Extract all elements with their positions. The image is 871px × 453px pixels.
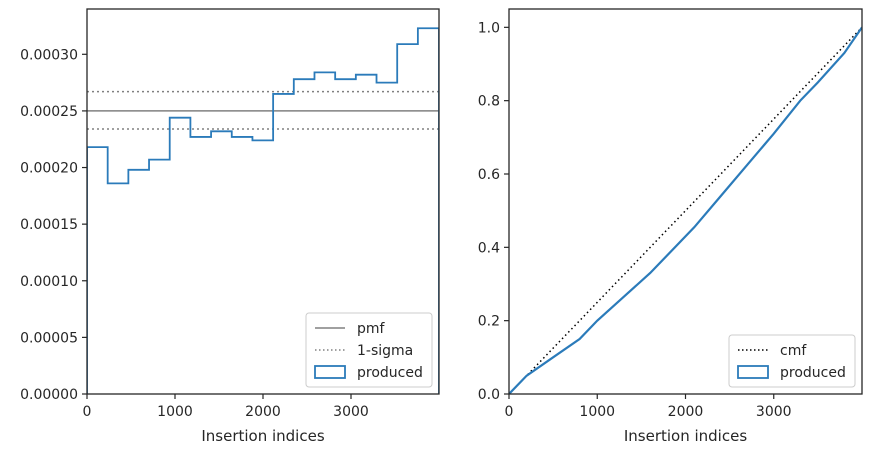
- y-tick-label: 0.4: [478, 240, 500, 256]
- x-tick-label: 1000: [579, 404, 615, 420]
- y-tick-label: 0.2: [478, 314, 500, 330]
- plot-area: [87, 27, 439, 394]
- y-tick-label: 0.00025: [20, 104, 78, 120]
- legend-label-1-sigma: 1-sigma: [357, 343, 413, 359]
- y-tick-label: 0.00015: [20, 217, 78, 233]
- x-axis-title: Insertion indices: [201, 427, 324, 445]
- legend-handle-produced: [314, 365, 346, 379]
- cmf-line: [509, 26, 862, 394]
- legend-label-pmf: pmf: [357, 321, 386, 337]
- produced-line: [509, 26, 862, 394]
- y-tick-label: 0.6: [478, 167, 500, 183]
- x-tick-label: 0: [505, 404, 514, 420]
- plot-area: [509, 26, 862, 394]
- y-tick-label: 1.0: [478, 20, 500, 36]
- y-tick-label: 0.00000: [20, 387, 78, 403]
- legend: pmf 1-sigma produced: [305, 312, 433, 388]
- legend-handle-produced: [737, 365, 769, 379]
- legend-box: [728, 334, 856, 388]
- legend-label-produced: produced: [357, 365, 423, 381]
- x-tick-label: 3000: [333, 404, 369, 420]
- x-axis-title: Insertion indices: [624, 427, 747, 445]
- x-tick-label: 2000: [668, 404, 704, 420]
- legend-label-cmf: cmf: [780, 343, 807, 359]
- x-tick-label: 2000: [245, 404, 281, 420]
- y-tick-label: 0.8: [478, 94, 500, 110]
- y-tick-label: 0.00010: [20, 274, 78, 290]
- x-tick-label: 1000: [157, 404, 193, 420]
- y-tick-label: 0.00020: [20, 161, 78, 177]
- y-tick-label: 0.0: [478, 387, 500, 403]
- legend: cmf produced: [728, 334, 856, 388]
- x-tick-label: 0: [83, 404, 92, 420]
- x-tick-label: 3000: [756, 404, 792, 420]
- y-tick-label: 0.00005: [20, 330, 78, 346]
- left-chart-panel: 0 1000 2000 3000 0.00000 0.00005 0.00010 0.0001…: [20, 8, 440, 445]
- right-chart-panel: 0 1000 2000 3000 0.0 0.2 0.4 0.6 0.8 1.0 Insertion…: [478, 8, 863, 445]
- y-tick-label: 0.00030: [20, 47, 78, 63]
- legend-box: [305, 312, 433, 388]
- produced-histogram: [87, 27, 439, 394]
- legend-label-produced: produced: [780, 365, 846, 381]
